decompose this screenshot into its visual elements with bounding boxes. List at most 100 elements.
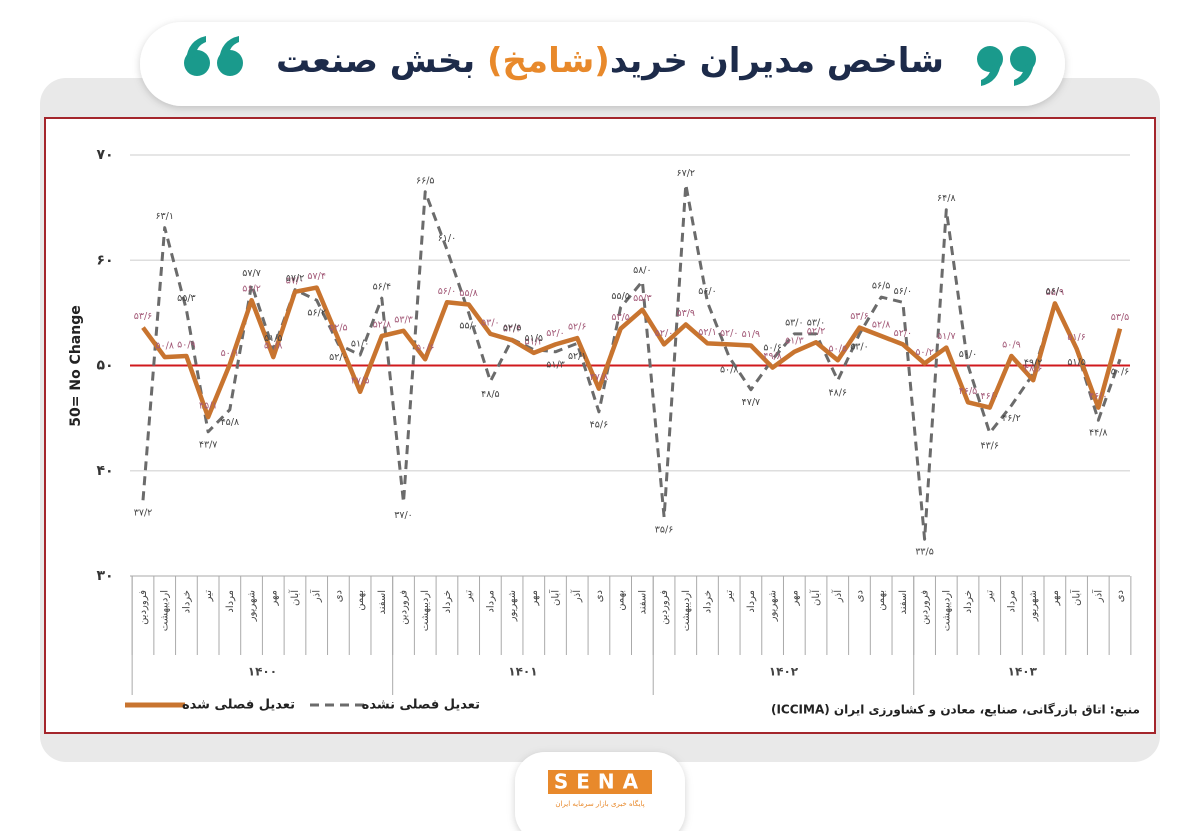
data-label: ۵۱/۹ — [742, 329, 761, 340]
data-label: ۵۱/۵ — [1067, 357, 1086, 368]
x-tick-label: مهر — [268, 590, 279, 606]
x-tick-label: فروردین — [920, 590, 931, 625]
data-label: ۴۶/۲ — [1002, 413, 1021, 424]
data-label: ۵۳/۳ — [394, 314, 413, 325]
data-label: ۴۴/۸ — [1089, 428, 1108, 439]
data-label: ۵۰/۰ — [959, 349, 978, 360]
x-tick-label: شهریور — [768, 590, 779, 622]
chart-frame — [44, 117, 1156, 734]
year-label: ۱۴۰۰ — [248, 665, 277, 679]
data-label: ۵۱/۳ — [546, 359, 565, 370]
data-label: ۵۳/۹ — [677, 308, 696, 319]
year-label: ۱۴۰۳ — [1008, 665, 1038, 679]
x-tick-label: تیر — [203, 590, 214, 603]
data-label: ۶۴/۸ — [937, 193, 956, 204]
data-label: ۵۲/۴ — [503, 324, 522, 335]
data-label: ۵۲/۱ — [698, 327, 717, 338]
data-label: ۵۶/۴ — [373, 282, 392, 293]
data-label: ۵۳/۰ — [481, 317, 500, 328]
data-label: ۵۲/۸ — [872, 320, 891, 331]
data-label: ۵۷/۰ — [286, 275, 305, 286]
data-label: ۵۲/۰ — [894, 328, 913, 339]
logo-name: SENA — [554, 770, 646, 794]
y-tick-label: ۶۰ — [96, 252, 113, 268]
data-label: ۵۰/۱ — [221, 348, 240, 359]
data-label: ۴۶/۵ — [959, 386, 978, 397]
title-part: شاخص مدیران خرید — [610, 41, 944, 81]
x-tick-label: اسفند — [898, 590, 909, 614]
y-tick-label: ۴۰ — [96, 463, 113, 479]
data-label: ۴۵/۱ — [199, 401, 218, 412]
data-label: ۶۶/۵ — [416, 175, 435, 186]
data-label: ۶۳/۱ — [155, 211, 174, 222]
x-tick-label: بهمن — [876, 590, 887, 611]
data-label: ۵۶/۰ — [1046, 286, 1065, 297]
x-tick-label: مرداد — [746, 590, 757, 613]
x-tick-label: فروردین — [399, 590, 410, 625]
x-tick-label: مرداد — [1006, 590, 1017, 613]
x-tick-label: خرداد — [702, 590, 713, 613]
title-part: بخش صنعت — [276, 41, 487, 81]
data-label: ۵۳/۵ — [1111, 312, 1130, 323]
x-tick-label: آذر — [570, 589, 583, 603]
data-label: ۴۹/۸ — [763, 351, 782, 362]
data-label: ۵۲/۰ — [546, 328, 565, 339]
data-label: ۵۷/۲ — [286, 273, 305, 284]
data-label: ۵۶/۰ — [438, 286, 457, 297]
x-tick-label: آبان — [288, 589, 301, 606]
x-tick-label: خرداد — [963, 590, 974, 613]
data-label: ۶۷/۲ — [677, 168, 696, 179]
title-pill — [140, 22, 1065, 106]
data-label: ۵۳/۵ — [611, 312, 630, 323]
data-label: ۴۷/۵ — [351, 375, 370, 386]
x-tick-label: آذر — [310, 589, 323, 603]
data-label: ۴۷/۸ — [590, 372, 609, 383]
x-tick-label: تیر — [724, 590, 735, 603]
data-label: ۵۱/۵ — [525, 333, 544, 344]
x-tick-label: تیر — [464, 590, 475, 603]
data-label: ۵۱/۰ — [351, 338, 370, 349]
data-label: ۵۲/۱ — [568, 351, 587, 362]
logo-tagline: پایگاه خبری بازار سرمایه ایران — [555, 799, 644, 808]
x-tick-label: دی — [333, 590, 344, 602]
x-tick-label: خرداد — [181, 590, 192, 613]
x-tick-label: مهر — [1050, 590, 1061, 606]
data-label: ۴۷/۷ — [742, 397, 761, 408]
data-label: ۵۰/۵ — [828, 344, 847, 355]
x-tick-label: اردیبهشت — [420, 590, 431, 631]
data-label: ۴۵/۶ — [590, 419, 609, 430]
x-tick-label: اردیبهشت — [160, 590, 171, 631]
data-label: ۵۳/۰ — [850, 341, 869, 352]
data-label: ۵۵/۵ — [611, 291, 630, 302]
x-tick-label: آبان — [1070, 589, 1083, 606]
data-label: ۵۰/۶ — [763, 343, 782, 354]
data-label: ۵۰/۸ — [155, 341, 174, 352]
quote-left — [184, 36, 243, 76]
x-tick-label: فروردین — [138, 590, 149, 625]
data-label: ۵۲/۰ — [655, 328, 674, 339]
series-line — [141, 183, 1122, 541]
data-label: ۳۵/۶ — [655, 525, 674, 536]
x-tick-label: تیر — [985, 590, 996, 603]
x-tick-label: اسفند — [377, 590, 388, 614]
year-label: ۱۴۰۲ — [769, 665, 799, 679]
data-label: ۵۶/۵ — [872, 281, 891, 292]
x-tick-label: خرداد — [442, 590, 453, 613]
x-tick-label: آذر — [831, 589, 844, 603]
data-label: ۴۵/۸ — [221, 417, 240, 428]
data-label: ۵۰/۲ — [915, 347, 934, 358]
y-axis-label: 50= No Change — [68, 305, 84, 426]
data-label: ۵۰/۸ — [720, 365, 739, 376]
data-label: ۵۱/۵ — [264, 333, 283, 344]
data-label: ۵۲/۵ — [503, 323, 522, 334]
x-tick-label: مرداد — [225, 590, 236, 613]
y-tick-label: ۵۰ — [96, 358, 113, 374]
x-tick-label: بهمن — [616, 590, 627, 611]
data-label: ۵۲/۶ — [568, 322, 587, 333]
quote-right — [977, 46, 1036, 86]
data-label: ۵۳/۶ — [134, 311, 153, 322]
data-label: ۵۲/۰ — [329, 352, 348, 363]
x-tick-label: فروردین — [659, 590, 670, 625]
data-label: ۵۱/۳ — [785, 335, 804, 346]
